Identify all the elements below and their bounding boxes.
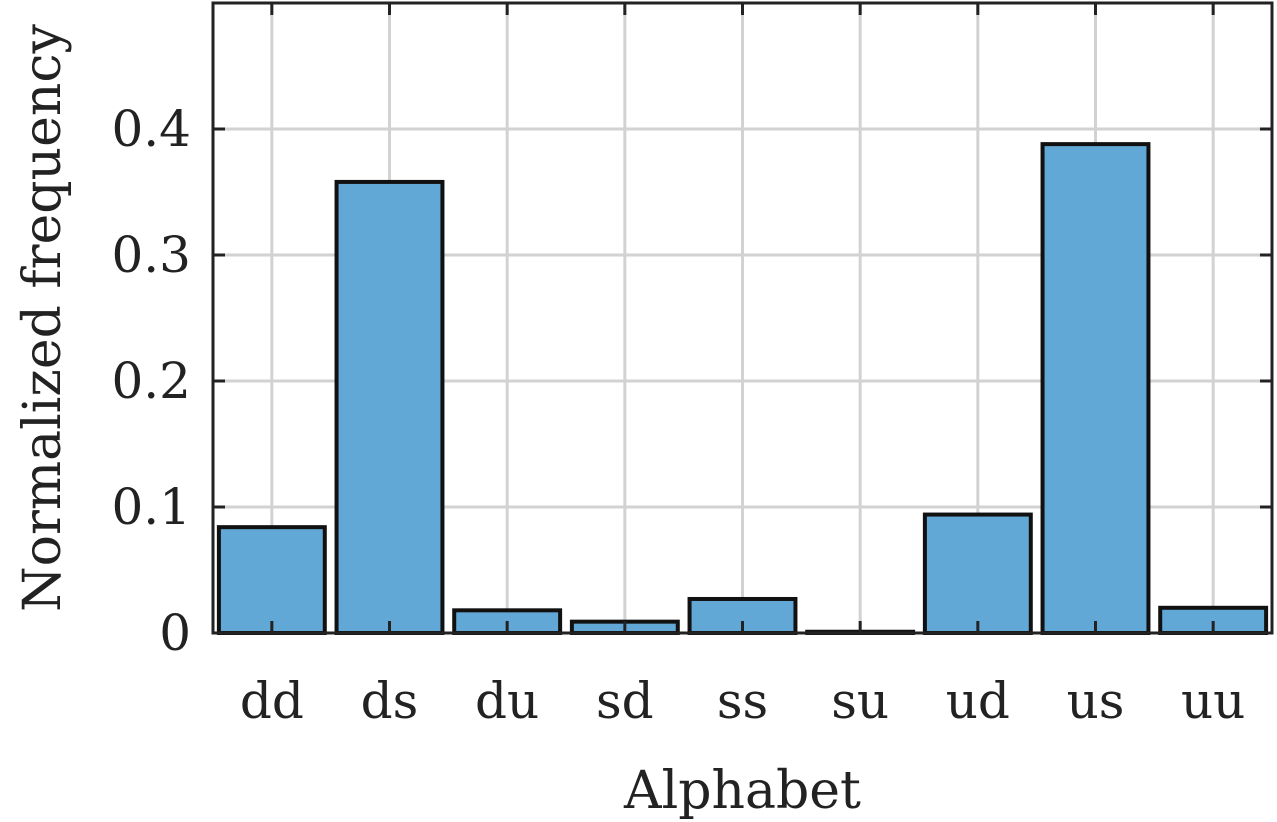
- x-tick-label-us: us: [1067, 672, 1125, 730]
- x-tick-label-sd: sd: [596, 672, 654, 730]
- x-tick-label-ud: ud: [946, 672, 1010, 730]
- x-tick-labels: dd ds du sd ss su ud us uu: [240, 672, 1246, 730]
- x-axis-label: Alphabet: [623, 761, 861, 821]
- y-tick-labels: 0 0.1 0.2 0.3 0.4: [111, 100, 191, 662]
- y-axis-label: Normalized frequency: [13, 24, 73, 612]
- x-tick-label-ds: ds: [361, 672, 419, 730]
- bar-ud: [922, 512, 1033, 635]
- bar-ds: [334, 179, 445, 635]
- axes: [211, 1, 1274, 635]
- x-tick-label-dd: dd: [240, 672, 304, 730]
- y-tick-label-2: 0.2: [111, 352, 191, 410]
- bar-us: [1040, 142, 1151, 635]
- x-tick-label-su: su: [831, 672, 889, 730]
- x-tick-label-uu: uu: [1181, 672, 1245, 730]
- y-tick-label-3: 0.3: [111, 226, 191, 284]
- y-tick-label-4: 0.4: [111, 100, 191, 158]
- bar-dd: [216, 525, 327, 635]
- y-tick-label-1: 0.1: [111, 478, 191, 536]
- y-tick-label-0: 0: [159, 604, 191, 662]
- bars: [216, 142, 1269, 636]
- x-tick-label-ss: ss: [717, 672, 768, 730]
- x-tick-label-du: du: [475, 672, 539, 730]
